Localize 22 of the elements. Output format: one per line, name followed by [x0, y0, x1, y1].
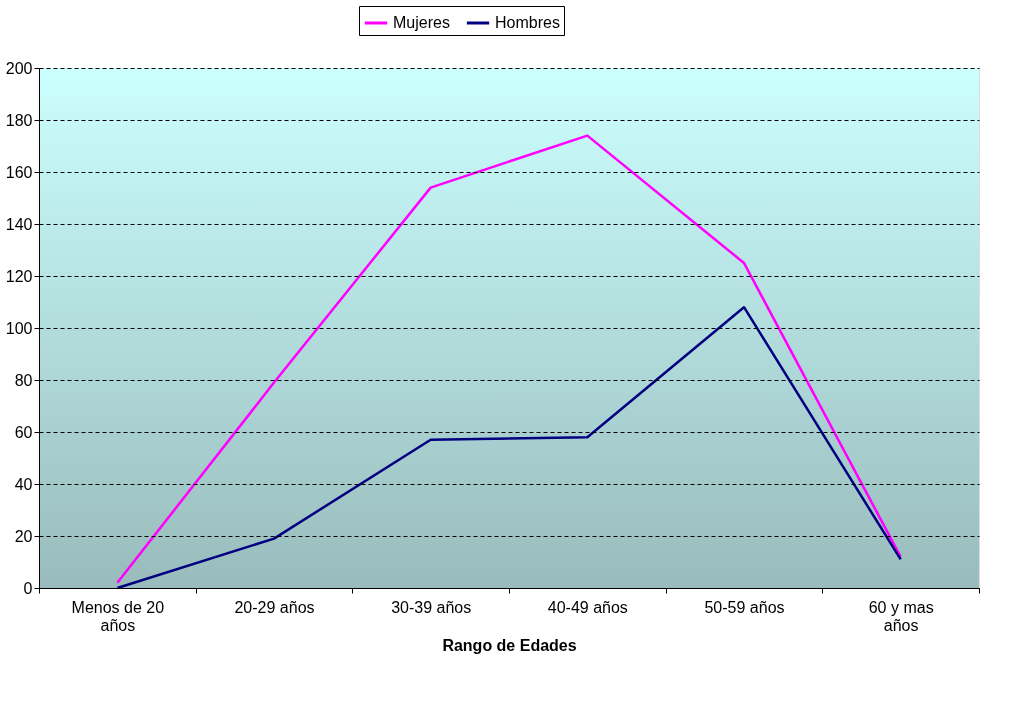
legend-label: Mujeres: [393, 14, 450, 31]
line-series: [116, 305, 902, 590]
x-tick-label: 60 y mas años: [868, 598, 934, 634]
y-tick-label: 20: [14, 527, 33, 545]
x-axis-title: Rango de Edades: [442, 636, 577, 654]
y-tick-label: 120: [5, 267, 33, 285]
y-tick-label: 160: [5, 163, 33, 181]
x-tick-label: 40-49 años: [547, 598, 628, 616]
y-tick-label: 0: [23, 579, 33, 597]
x-tick-label: Menos de 20 años: [71, 598, 165, 634]
y-tick-label: 180: [5, 111, 33, 129]
x-tick-label: 20-29 años: [234, 598, 315, 616]
legend-label: Hombres: [495, 14, 560, 31]
y-tick-label: 40: [14, 475, 33, 493]
y-tick-label: 100: [5, 319, 33, 337]
x-tick-label: 30-39 años: [391, 598, 472, 616]
y-tick-label: 200: [5, 59, 33, 77]
y-tick-label: 60: [14, 423, 33, 441]
y-tick-label: 140: [5, 215, 33, 233]
x-tick-label: 50-59 años: [704, 598, 785, 616]
line-series: [116, 134, 902, 585]
y-tick-label: 80: [14, 371, 33, 389]
